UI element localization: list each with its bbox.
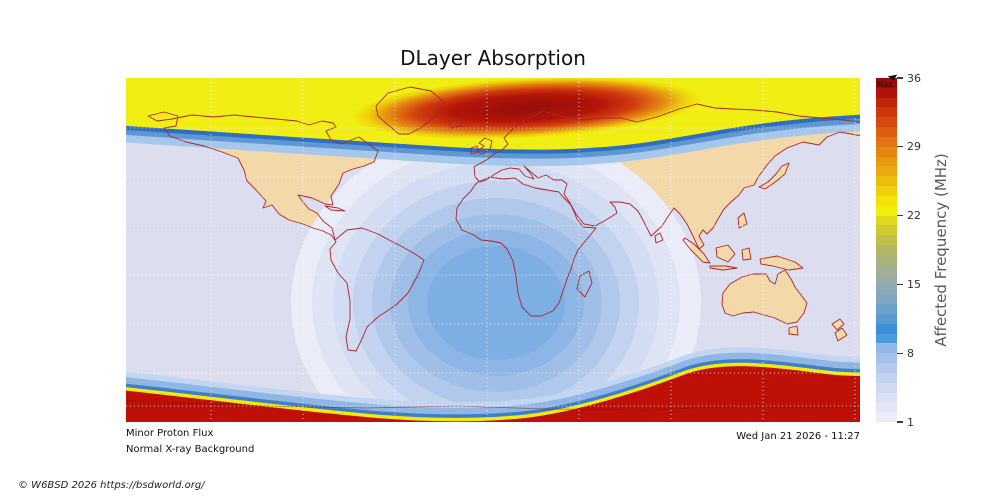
tick-label: 22	[907, 209, 921, 223]
colorbar-segment	[876, 156, 897, 167]
colorbar-segment	[876, 87, 897, 98]
colorbar-tick-8: 8	[897, 346, 937, 360]
colorbar-max-label: Max	[877, 80, 893, 89]
colorbar-segment	[876, 245, 897, 255]
south-polar-cap	[126, 352, 860, 422]
colorbar-segment	[876, 392, 897, 403]
colorbar-segment	[876, 215, 897, 226]
tick-label: 1	[907, 415, 914, 429]
colorbar-segment	[876, 186, 897, 196]
colorbar-segment	[876, 382, 897, 393]
colorbar-segment	[876, 333, 897, 344]
north-max-absorption-blob	[351, 78, 701, 140]
tick-label: 15	[907, 277, 921, 291]
colorbar-segment	[876, 235, 897, 246]
colorbar-segment	[876, 353, 897, 364]
colorbar-segment	[876, 195, 897, 206]
colorbar-segment	[876, 136, 897, 147]
colorbar-segment	[876, 78, 897, 88]
colorbar-segment	[876, 97, 897, 108]
colorbar-segment	[876, 323, 897, 334]
colorbar-segment	[876, 372, 897, 383]
tick-dash	[897, 421, 903, 423]
colorbar-segment	[876, 225, 897, 236]
colorbar-tick-29: 29	[897, 140, 937, 154]
tick-dash	[897, 352, 903, 354]
world-map-svg	[126, 78, 860, 422]
colorbar-tick-1: 1	[897, 415, 937, 429]
proton-flux-status: Minor Proton Flux	[126, 428, 214, 439]
colorbar-tick-15: 15	[897, 277, 937, 291]
colorbar-segment	[876, 363, 897, 373]
colorbar-tick-36: 36	[897, 71, 937, 85]
colorbar-gradient	[876, 78, 897, 422]
colorbar-tick-22: 22	[897, 209, 937, 223]
colorbar-segment	[876, 117, 897, 128]
colorbar-segment	[876, 127, 897, 137]
colorbar-segment	[876, 107, 897, 118]
colorbar-segment	[876, 284, 897, 295]
dayside-absorption-rings	[291, 127, 701, 422]
colorbar-segment	[876, 176, 897, 187]
tick-dash	[897, 77, 903, 79]
colorbar-segment	[876, 166, 897, 177]
xray-background-status: Normal X-ray Background	[126, 444, 255, 455]
colorbar-segment	[876, 294, 897, 305]
day-ring	[427, 246, 565, 360]
copyright: © W6BSD 2026 https://bsdworld.org/	[18, 480, 205, 491]
timestamp: Wed Jan 21 2026 - 11:27	[736, 431, 860, 442]
north-polar-cap	[126, 78, 860, 160]
page-title: DLayer Absorption	[400, 46, 586, 70]
antarctica-coastline	[126, 399, 860, 411]
colorbar-axis-label: Affected Frequency (MHz)	[932, 153, 950, 347]
colorbar-segment	[876, 304, 897, 314]
colorbar-segment	[876, 343, 897, 354]
tick-label: 36	[907, 71, 921, 85]
tick-label: 8	[907, 346, 914, 360]
tick-dash	[897, 283, 903, 286]
colorbar-segment	[876, 264, 897, 275]
tick-dash	[897, 214, 903, 217]
colorbar-segment	[876, 254, 897, 265]
colorbar-segment	[876, 146, 897, 157]
world-map	[126, 78, 860, 422]
graticule	[126, 78, 860, 422]
colorbar-segment	[876, 205, 897, 216]
tick-label: 29	[907, 140, 921, 154]
colorbar-segment	[876, 274, 897, 285]
colorbar-segment	[876, 313, 897, 324]
tick-dash	[897, 146, 903, 148]
south-red-band	[126, 366, 860, 422]
colorbar-segment	[876, 402, 897, 413]
colorbar-segment	[876, 412, 897, 422]
